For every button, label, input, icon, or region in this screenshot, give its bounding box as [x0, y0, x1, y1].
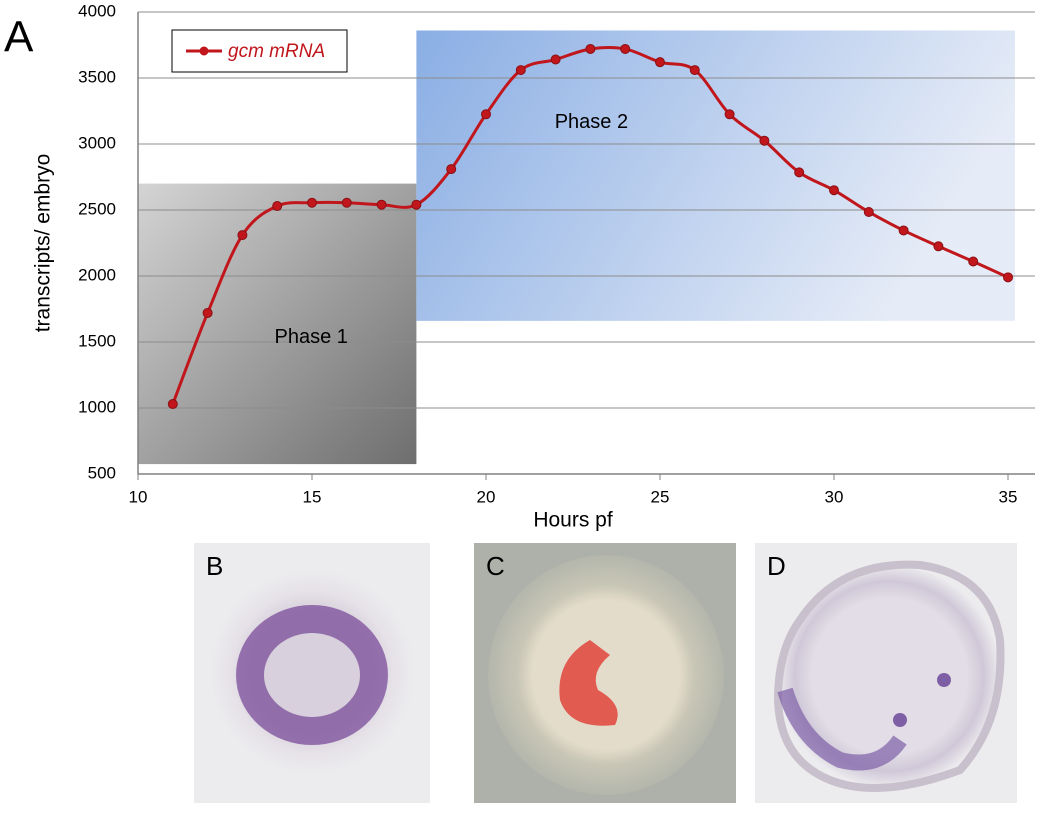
marker — [272, 201, 283, 212]
marker — [307, 197, 317, 208]
legend-marker — [199, 46, 209, 56]
marker — [202, 307, 213, 318]
y-tick-label: 3000 — [78, 133, 116, 152]
marker — [829, 185, 839, 196]
x-tick-label: 25 — [651, 487, 670, 506]
x-tick-label: 10 — [129, 487, 148, 506]
embryo — [488, 555, 724, 795]
marker — [481, 109, 491, 120]
marker — [655, 57, 665, 68]
x-tick-label: 35 — [999, 487, 1018, 506]
panel-d: D — [755, 543, 1017, 803]
marker — [968, 256, 979, 267]
stain — [777, 687, 907, 771]
x-tick-label: 30 — [825, 487, 844, 506]
phase-region — [416, 30, 1015, 321]
x-tick-label: 20 — [477, 487, 496, 506]
stain — [937, 673, 951, 687]
marker — [689, 65, 700, 76]
y-tick-label: 4000 — [78, 1, 116, 20]
panel-b: B — [194, 543, 430, 803]
marker — [411, 199, 422, 210]
stain — [893, 713, 907, 727]
y-axis-label: transcripts/ embryo — [32, 154, 55, 333]
panel-c: C — [474, 543, 736, 803]
y-tick-label: 1500 — [78, 331, 116, 350]
y-tick-label: 2500 — [78, 199, 116, 218]
panel-label: D — [767, 551, 786, 581]
marker — [237, 230, 248, 241]
legend-label: gcm mRNA — [228, 41, 325, 62]
panel-label: B — [206, 551, 223, 581]
plot-area: 500 1000 1500 2000 2500 3000 3500 4000 Phase 1 Ph… — [78, 1, 1035, 506]
marker — [167, 399, 178, 410]
marker — [1003, 272, 1013, 283]
marker — [585, 43, 596, 54]
marker — [724, 109, 735, 120]
phase-region — [138, 183, 417, 465]
panel-label: C — [486, 551, 505, 581]
marker — [550, 54, 561, 65]
stain — [559, 640, 618, 726]
marker — [446, 164, 457, 175]
marker — [620, 43, 631, 54]
y-tick-label: 1000 — [78, 397, 116, 416]
y-tick-label: 500 — [88, 463, 116, 482]
x-axis-label: Hours pf — [533, 509, 613, 532]
marker — [898, 225, 909, 236]
marker — [794, 167, 805, 178]
marker — [341, 197, 352, 208]
y-tick-label: 2000 — [78, 265, 116, 284]
y-tick-label: 3500 — [78, 67, 116, 86]
marker — [933, 241, 944, 252]
phase-label: Phase 1 — [275, 326, 348, 348]
x-tick-label: 15 — [303, 487, 322, 506]
panel-label: A — [4, 13, 34, 62]
embryo — [773, 560, 1005, 792]
marker — [376, 199, 387, 210]
marker — [759, 135, 770, 146]
marker — [515, 65, 526, 76]
marker — [863, 206, 874, 217]
phase-label: Phase 2 — [555, 111, 628, 133]
stain — [236, 605, 388, 745]
